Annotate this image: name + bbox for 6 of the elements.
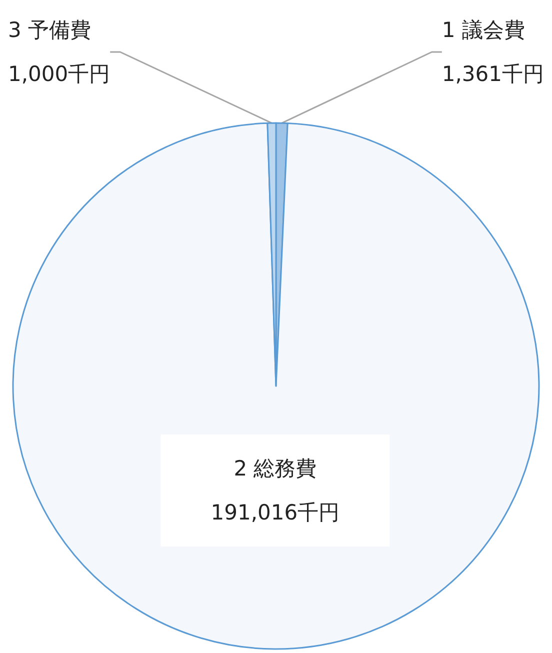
slice-label: 2 総務費 bbox=[234, 456, 317, 480]
data-label: 191,016千円 bbox=[210, 500, 340, 524]
slice-label: 1 議会費 bbox=[442, 18, 525, 42]
slice-label: 3 予備費 bbox=[8, 18, 92, 42]
data-label: 1,000千円 bbox=[8, 62, 110, 86]
data-label: 1,361千円 bbox=[442, 62, 544, 86]
